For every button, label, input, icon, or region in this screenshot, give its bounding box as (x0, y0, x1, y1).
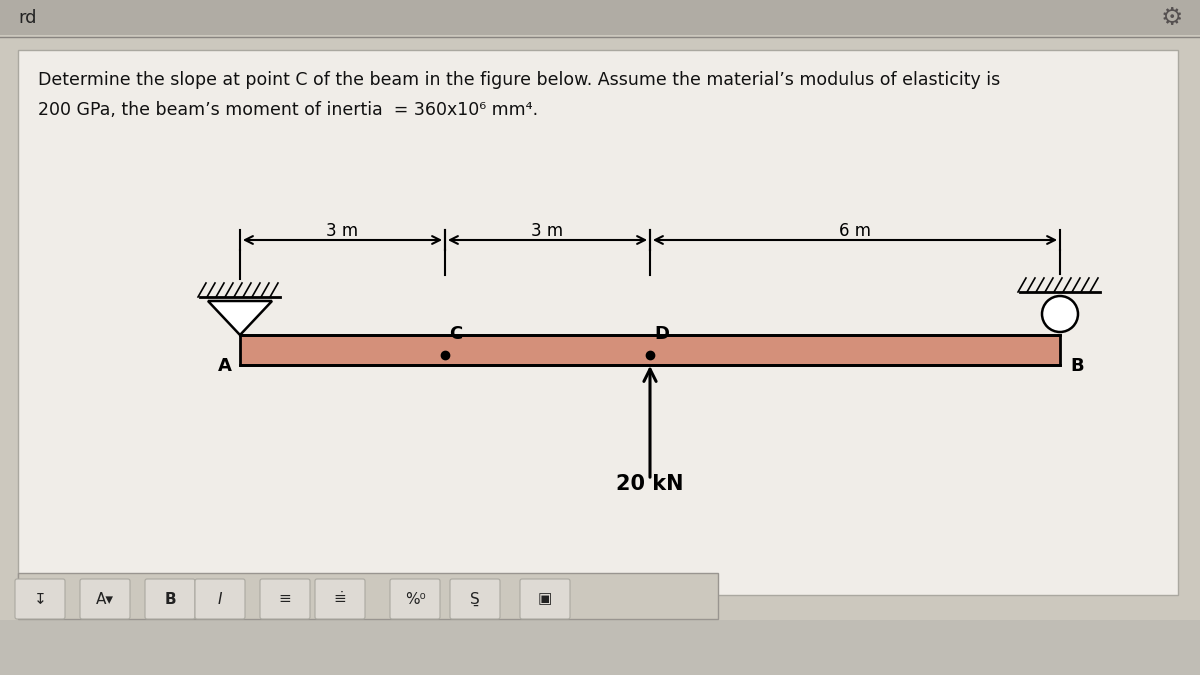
Bar (0, 0, 1200, 35)
Circle shape (1042, 296, 1078, 332)
FancyBboxPatch shape (260, 579, 310, 619)
Bar (0, 35, 1200, 620)
FancyBboxPatch shape (18, 50, 1178, 595)
FancyBboxPatch shape (390, 579, 440, 619)
Text: D: D (654, 325, 670, 343)
FancyBboxPatch shape (520, 579, 570, 619)
Text: ≡: ≡ (278, 591, 292, 607)
Text: A: A (218, 357, 232, 375)
Text: ↧: ↧ (34, 591, 47, 607)
Text: B: B (1070, 357, 1084, 375)
Text: 20 kN: 20 kN (617, 474, 684, 494)
Polygon shape (208, 301, 272, 335)
Text: C: C (449, 325, 462, 343)
FancyBboxPatch shape (80, 579, 130, 619)
Text: 6 m: 6 m (839, 222, 871, 240)
Text: rd: rd (18, 9, 36, 27)
Text: B: B (164, 591, 176, 607)
FancyBboxPatch shape (194, 579, 245, 619)
Text: 200 GPa, the beam’s moment of inertia  = 360x10⁶ mm⁴.: 200 GPa, the beam’s moment of inertia = … (38, 101, 538, 119)
Text: ⚙: ⚙ (1160, 6, 1183, 30)
Text: I: I (217, 591, 222, 607)
Text: 3 m: 3 m (326, 222, 359, 240)
FancyBboxPatch shape (14, 579, 65, 619)
Text: 3 m: 3 m (532, 222, 564, 240)
Text: ≡̇: ≡̇ (334, 591, 347, 607)
Text: A▾: A▾ (96, 591, 114, 607)
Bar (18, 573, 718, 619)
Bar (240, 335, 1060, 365)
Text: ▣: ▣ (538, 591, 552, 607)
FancyBboxPatch shape (145, 579, 194, 619)
FancyBboxPatch shape (450, 579, 500, 619)
Text: Determine the slope at point C of the beam in the figure below. Assume the mater: Determine the slope at point C of the be… (38, 71, 1001, 89)
Text: S̱: S̱ (470, 591, 480, 607)
FancyBboxPatch shape (314, 579, 365, 619)
Text: %⁰: %⁰ (404, 591, 425, 607)
